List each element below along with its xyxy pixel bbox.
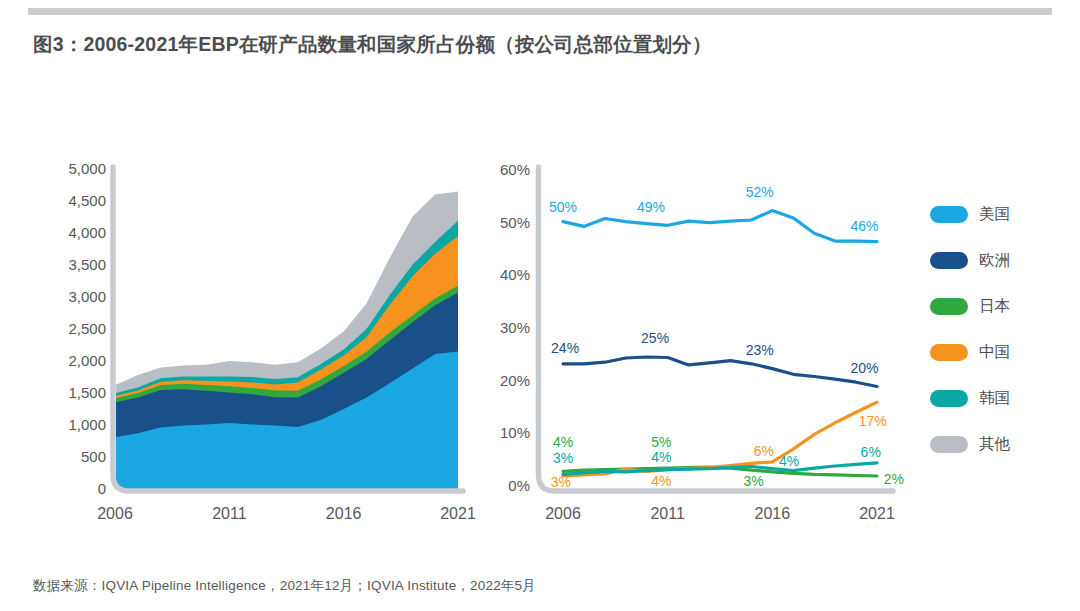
x-tick-label: 2011 xyxy=(212,505,247,522)
legend-swatch-jp xyxy=(930,298,968,315)
line-eu xyxy=(563,357,877,387)
x-tick-label: 2011 xyxy=(650,505,685,522)
legend-swatch-cn xyxy=(930,344,968,361)
x-tick-label: 2021 xyxy=(440,505,476,522)
pct-label-cn: 3% xyxy=(551,474,571,490)
y-tick-label: 60% xyxy=(500,161,530,178)
pct-label-us: 52% xyxy=(746,184,774,200)
y-tick-label: 10% xyxy=(500,424,530,441)
x-tick-label: 2006 xyxy=(97,505,133,522)
y-tick-label: 2,000 xyxy=(68,352,106,369)
legend-swatch-us xyxy=(930,206,968,223)
legend-item-cn: 中国 xyxy=(930,342,1010,363)
legend-label: 美国 xyxy=(979,204,1010,225)
top-divider-bar xyxy=(28,8,1052,15)
legend-swatch-eu xyxy=(930,252,968,269)
legend-swatch-kr xyxy=(930,390,968,407)
legend-label: 韩国 xyxy=(979,388,1010,409)
y-tick-label: 20% xyxy=(500,372,530,389)
figure-title: 图3：2006-2021年EBP在研产品数量和国家所占份额（按公司总部位置划分） xyxy=(33,31,712,58)
y-tick-label: 50% xyxy=(500,214,530,231)
y-tick-label: 3,000 xyxy=(68,288,106,305)
legend-item-us: 美国 xyxy=(930,204,1010,225)
pct-label-jp: 3% xyxy=(743,473,763,489)
pct-label-eu: 25% xyxy=(641,330,669,346)
pct-label-cn: 4% xyxy=(651,473,671,489)
pct-label-eu: 23% xyxy=(746,342,774,358)
pct-label-us: 46% xyxy=(850,218,878,234)
legend-label: 中国 xyxy=(979,342,1010,363)
pct-label-us: 49% xyxy=(637,199,665,215)
pct-label-kr: 6% xyxy=(861,444,881,460)
pct-label-cn: 6% xyxy=(754,443,774,459)
legend-item-other: 其他 xyxy=(930,434,1010,455)
source-note: 数据来源：IQVIA Pipeline Intelligence，2021年12… xyxy=(33,577,536,595)
legend-item-eu: 欧洲 xyxy=(930,250,1010,271)
legend-swatch-other xyxy=(930,436,968,453)
share-line-chart: 0% 10% 20% 30% 40% 50% 60% 2006 2011 2016 2021 50% 4… xyxy=(495,155,925,545)
legend-item-kr: 韩国 xyxy=(930,388,1010,409)
right-chart-axis xyxy=(539,167,894,491)
y-tick-label: 500 xyxy=(81,448,106,465)
legend-item-jp: 日本 xyxy=(930,296,1010,317)
pct-label-kr: 4% xyxy=(779,453,799,469)
pct-label-jp: 5% xyxy=(651,434,671,450)
y-tick-label: 4,000 xyxy=(68,224,106,241)
y-tick-label: 30% xyxy=(500,319,530,336)
y-tick-label: 0% xyxy=(508,477,530,494)
y-tick-label: 3,500 xyxy=(68,256,106,273)
y-tick-label: 4,500 xyxy=(68,192,106,209)
pct-label-jp: 2% xyxy=(884,471,904,487)
pct-label-eu: 24% xyxy=(551,340,579,356)
pct-label-kr: 3% xyxy=(553,450,573,466)
x-tick-label: 2016 xyxy=(326,505,362,522)
y-tick-label: 1,000 xyxy=(68,416,106,433)
pct-label-us: 50% xyxy=(549,199,577,215)
pct-label-kr: 4% xyxy=(651,449,671,465)
x-tick-label: 2006 xyxy=(545,505,581,522)
pct-label-eu: 20% xyxy=(850,360,878,376)
stacked-areas xyxy=(115,191,458,489)
y-tick-label: 2,500 xyxy=(68,320,106,337)
line-us xyxy=(563,211,877,242)
stacked-area-chart: 0 500 1,000 1,500 2,000 2,500 3,000 3,500 4,000 4… xyxy=(30,155,490,545)
legend-label: 日本 xyxy=(979,296,1010,317)
legend-label: 欧洲 xyxy=(979,250,1010,271)
x-tick-label: 2021 xyxy=(859,505,895,522)
pct-label-jp: 4% xyxy=(553,434,573,450)
y-tick-label: 40% xyxy=(500,266,530,283)
y-tick-label: 5,000 xyxy=(68,160,106,177)
x-tick-label: 2016 xyxy=(755,505,791,522)
y-tick-label: 1,500 xyxy=(68,384,106,401)
pct-label-cn: 17% xyxy=(859,413,887,429)
y-tick-label: 0 xyxy=(98,480,106,497)
legend-label: 其他 xyxy=(979,434,1010,455)
